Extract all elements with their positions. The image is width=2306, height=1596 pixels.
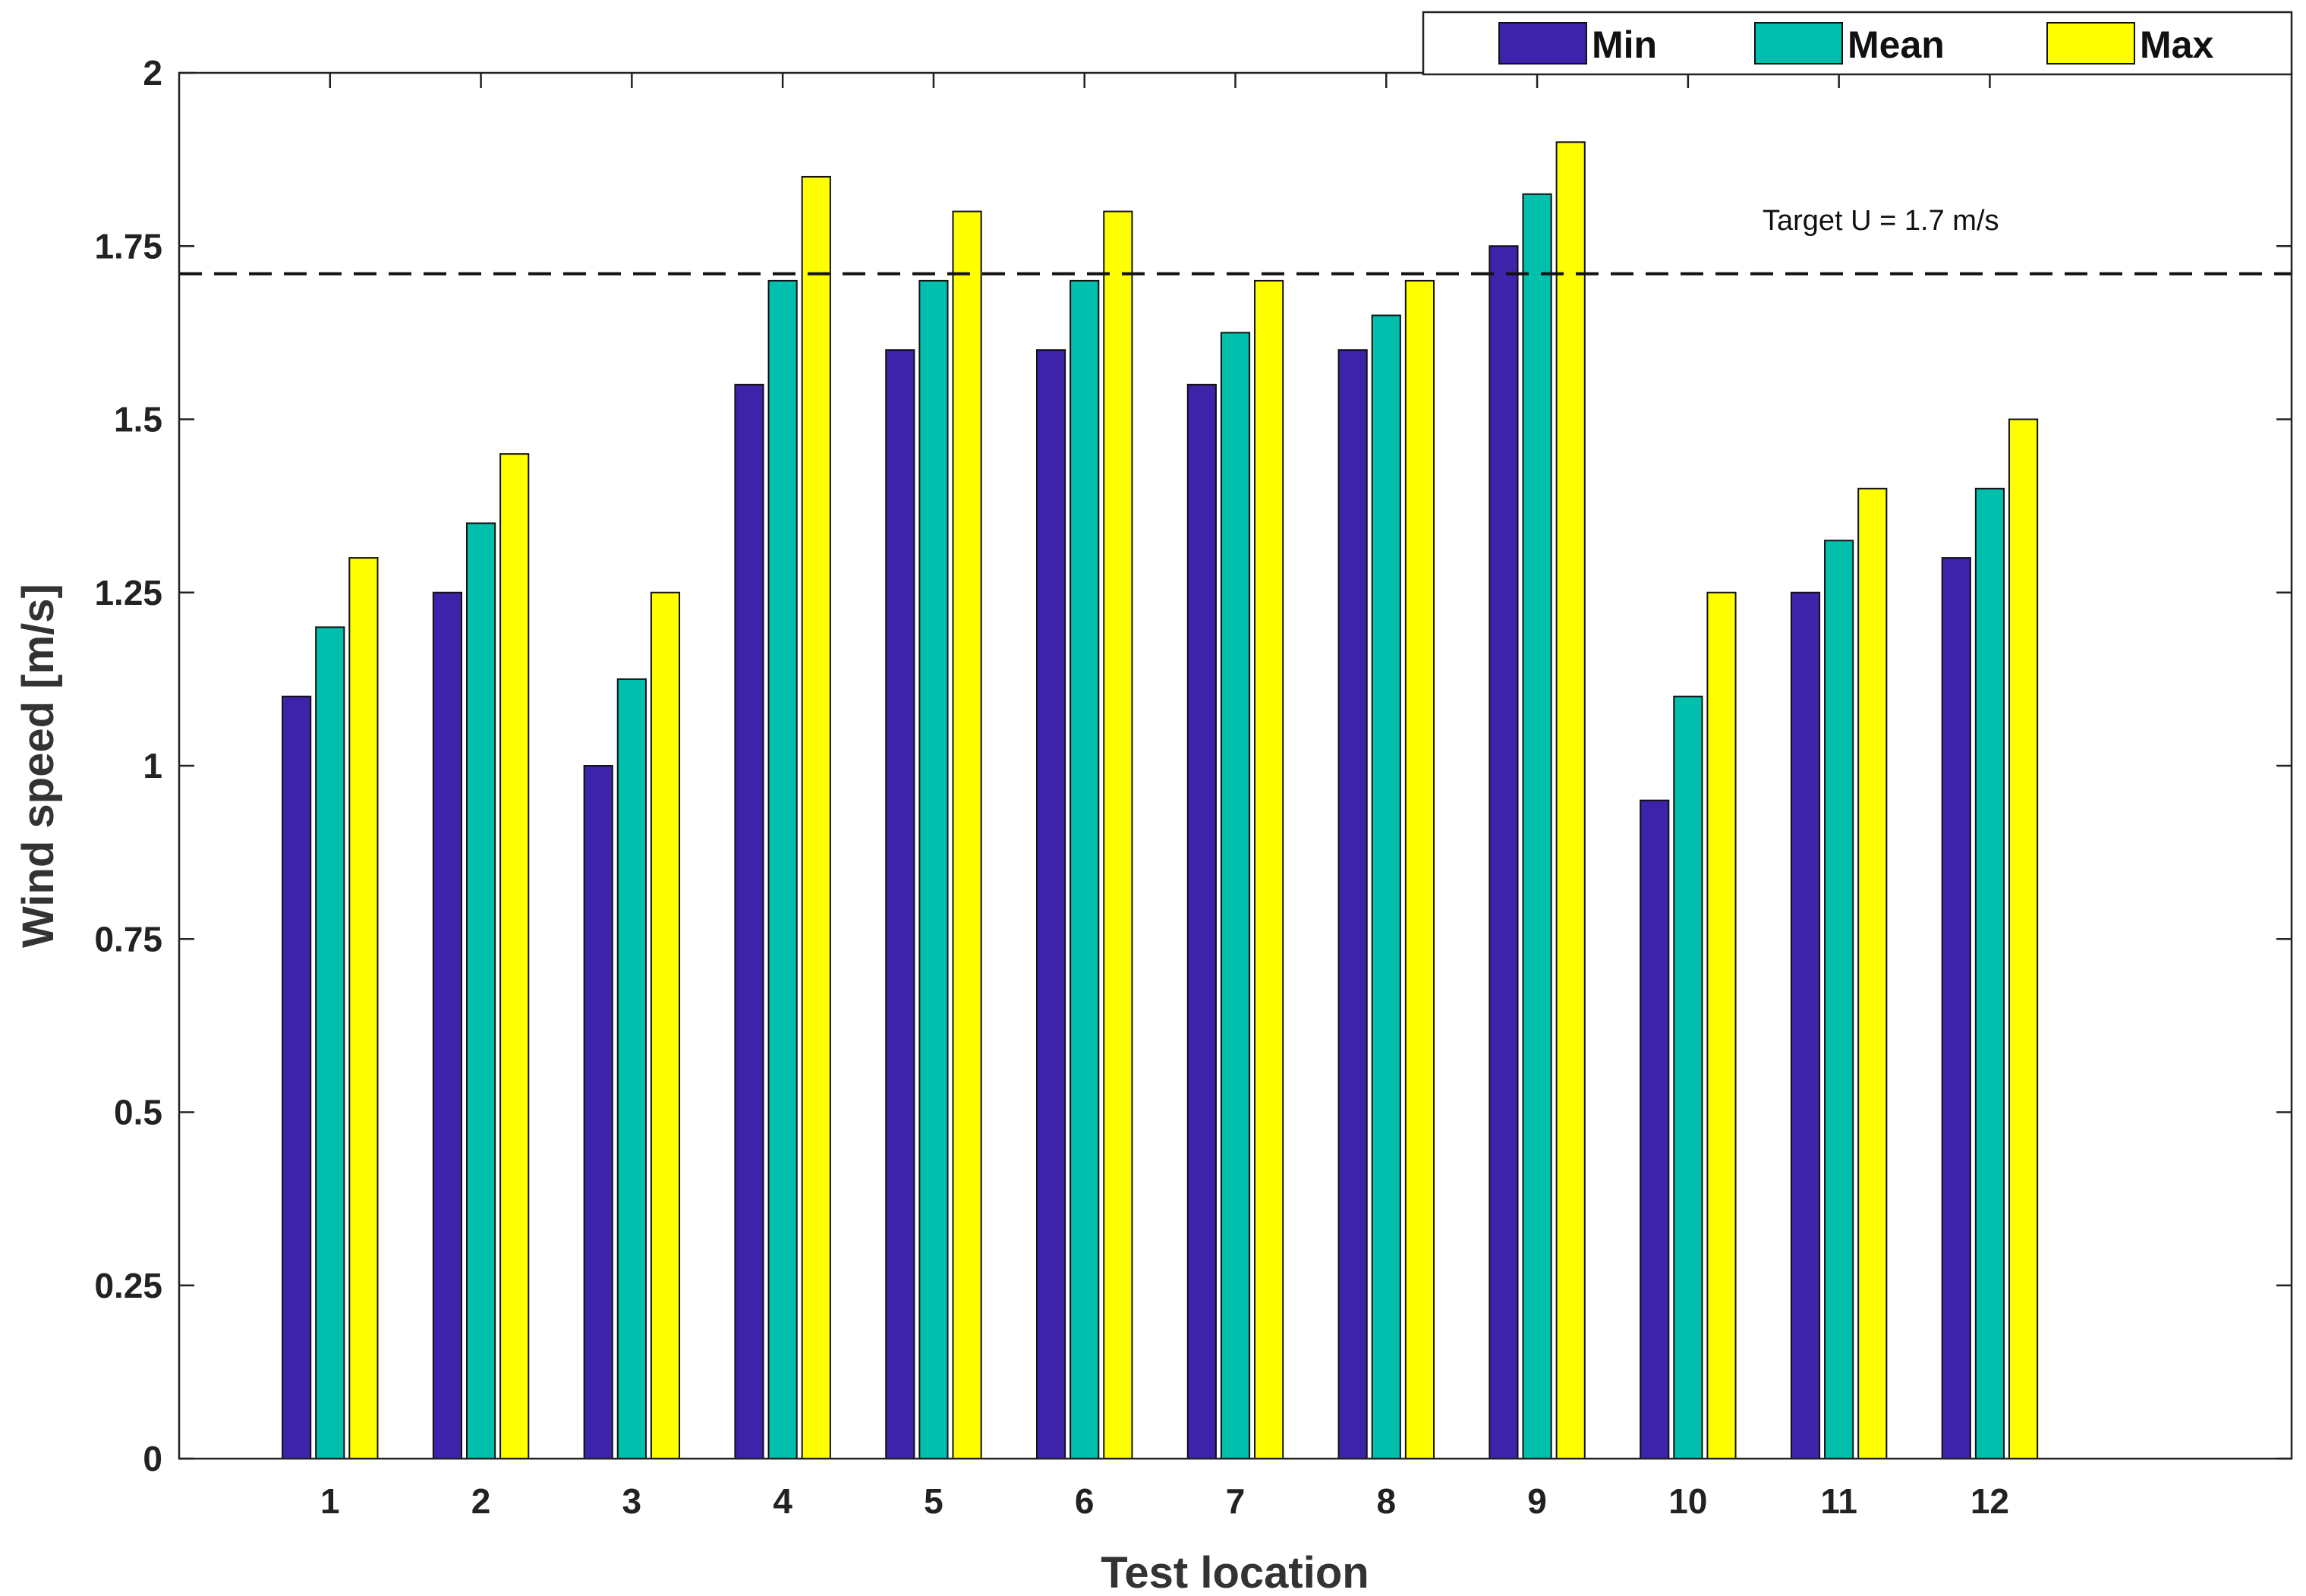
bar-min	[885, 349, 915, 1460]
bar-mean	[918, 279, 949, 1459]
x-tick-labels: 1 2 3 4 5 6 7 8 9 10 11 12	[320, 1481, 2009, 1521]
legend-label-max: Max	[2140, 24, 2213, 66]
y-tick-label: 1.75	[94, 226, 162, 266]
y-tick-label: 1	[143, 746, 162, 785]
bar-max	[952, 210, 982, 1460]
bar-max	[1404, 279, 1435, 1459]
bar-max	[2008, 418, 2039, 1459]
bar-max	[1103, 210, 1133, 1460]
y-tick-label: 0.75	[94, 919, 162, 959]
bar-mean	[465, 522, 496, 1460]
bar-max	[1857, 487, 1888, 1459]
y-tick-label: 1.25	[94, 573, 162, 612]
bar-max	[1254, 279, 1284, 1459]
legend-swatch-min	[1498, 22, 1587, 65]
bars	[282, 141, 2039, 1460]
bar-mean	[1371, 314, 1401, 1459]
bar-min	[282, 695, 312, 1459]
x-tick-label: 1	[320, 1481, 340, 1521]
bar-min	[432, 591, 463, 1459]
bar-max	[348, 557, 379, 1459]
bar-min	[1489, 245, 1519, 1459]
plot-frame	[178, 71, 2293, 1460]
y-tick-label: 0.5	[114, 1093, 162, 1132]
x-tick-label: 4	[773, 1481, 792, 1521]
bar-mean	[1824, 540, 1854, 1459]
legend: Min Mean Max	[1422, 11, 2293, 76]
legend-swatch-max	[2046, 22, 2135, 65]
legend-label-min: Min	[1592, 24, 1657, 66]
y-tick-label: 0	[143, 1439, 162, 1478]
x-tick-label: 2	[471, 1481, 491, 1521]
bar-min	[583, 765, 613, 1459]
x-axis-title: Test location	[1101, 1548, 1369, 1596]
bar-mean	[767, 279, 798, 1459]
x-tick-label: 3	[622, 1481, 642, 1521]
bar-max	[801, 175, 831, 1460]
bar-min	[1337, 349, 1368, 1460]
bar-max	[1555, 141, 1586, 1459]
x-tick-label: 5	[924, 1481, 944, 1521]
x-tick-label: 12	[1970, 1481, 2009, 1521]
bar-max	[650, 591, 681, 1459]
bar-min	[734, 383, 764, 1460]
bar-mean	[1974, 487, 2005, 1459]
x-tick-label: 6	[1075, 1481, 1095, 1521]
legend-label-mean: Mean	[1848, 24, 1945, 66]
y-tick-label: 0.25	[94, 1266, 162, 1305]
x-tick-label: 11	[1820, 1481, 1857, 1521]
bar-min	[1186, 383, 1217, 1460]
bar-min	[1640, 799, 1670, 1459]
y-axis-title: Wind speed [m/s]	[14, 584, 63, 948]
x-tick-label: 9	[1527, 1481, 1547, 1521]
bar-mean	[1070, 279, 1100, 1459]
x-tick-label: 7	[1226, 1481, 1246, 1521]
reference-line-label: Target U = 1.7 m/s	[1763, 205, 1999, 237]
bar-mean	[616, 678, 647, 1459]
y-tick-label: 1.5	[114, 400, 162, 439]
bar-mean	[1522, 193, 1552, 1459]
bar-max	[1706, 591, 1737, 1459]
bar-min	[1035, 349, 1066, 1460]
y-tick-labels: 0 0.25 0.5 0.75 1 1.25 1.5 1.75 2	[94, 53, 162, 1478]
bar-min	[1790, 591, 1821, 1459]
bar-mean	[1673, 695, 1703, 1459]
bar-max	[499, 453, 530, 1459]
bar-mean	[315, 626, 345, 1459]
x-tick-label: 10	[1668, 1481, 1707, 1521]
x-tick-label: 8	[1376, 1481, 1396, 1521]
bar-mean	[1220, 332, 1251, 1459]
y-tick-label: 2	[143, 53, 162, 93]
legend-swatch-mean	[1754, 22, 1843, 65]
bar-min	[1941, 557, 1971, 1459]
